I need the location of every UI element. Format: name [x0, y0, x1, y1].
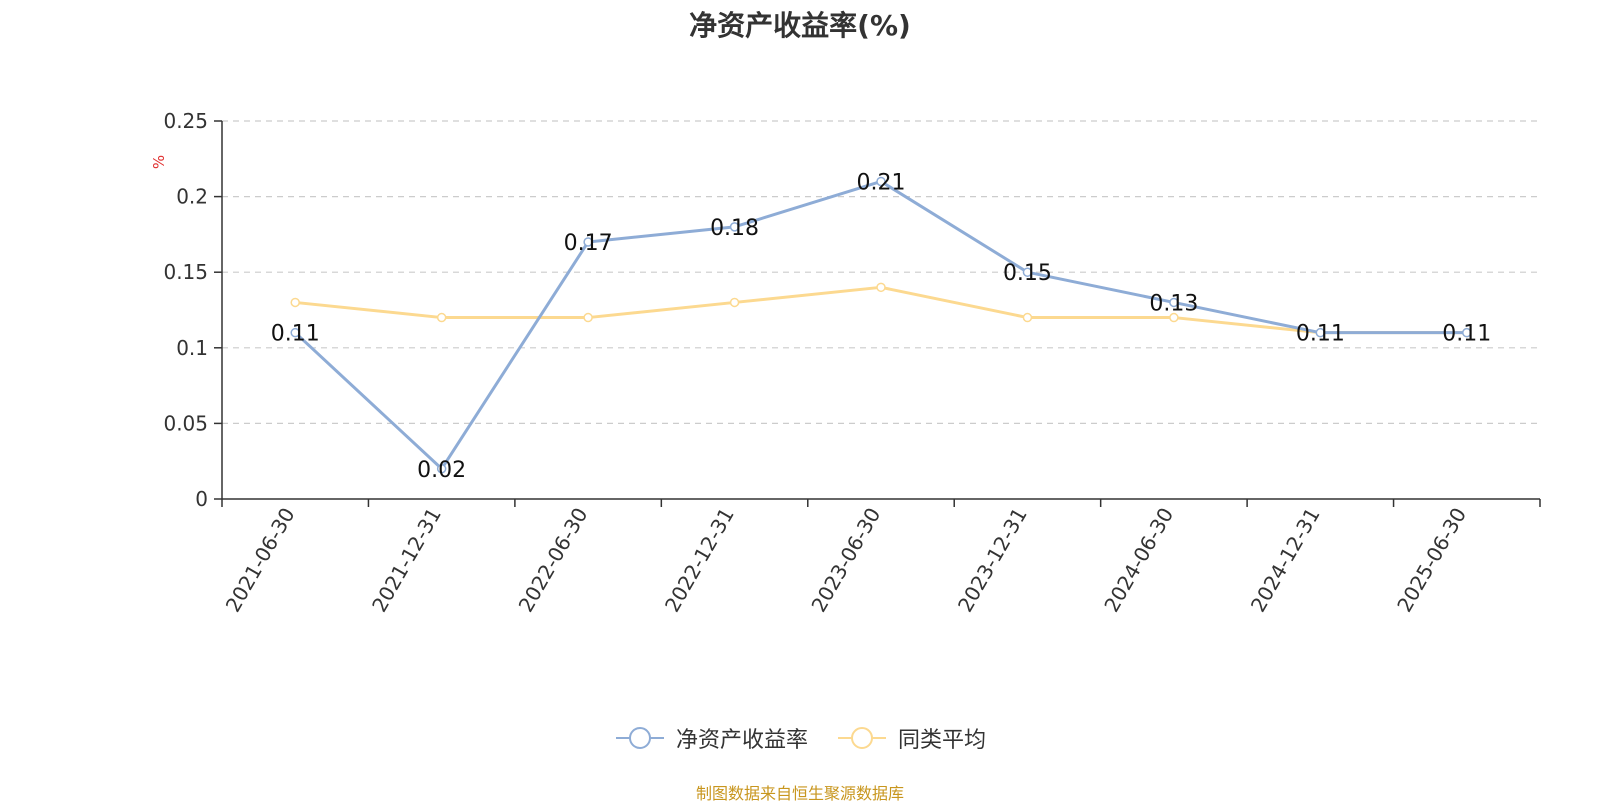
y-tick-label: 0.05	[163, 411, 208, 435]
series-1-point	[1169, 297, 1179, 308]
x-tick-label: 2022-06-30	[514, 504, 593, 617]
series-1-point	[436, 464, 447, 474]
legend-item-series-1[interactable]: 净资产收益率	[614, 722, 808, 754]
legend-marker-series-2	[838, 727, 886, 749]
series-line-1	[293, 179, 1469, 471]
series-2-point	[1169, 312, 1179, 323]
legend-item-series-2[interactable]: 同类平均	[836, 722, 986, 754]
axes: 0 0.05 0.1 0.15 0.2 0.25 2021-06-30 2021-12-31 2…	[163, 109, 1541, 617]
series-1-point	[876, 176, 886, 187]
source-note: 制图数据来自恒生聚源数据库	[695, 784, 904, 803]
data-labels: 0.11 0.02 0.17 0.18 0.21 0.15 0.13 0.11 0.11	[271, 170, 1492, 482]
y-axis-unit-label: %	[150, 155, 168, 169]
legend-marker-series-1	[615, 727, 664, 749]
x-tick-label: 2024-12-31	[1246, 504, 1325, 617]
series-1-point	[729, 222, 740, 232]
series-1-point	[583, 237, 593, 247]
y-tick-label: 0.2	[176, 185, 208, 209]
series-lines	[290, 176, 1472, 474]
x-tick-label: 2025-06-30	[1392, 504, 1471, 617]
data-label: 0.11	[1442, 322, 1491, 347]
x-tick-label: 2022-12-31	[660, 504, 739, 617]
series-2-point	[876, 282, 886, 293]
series-1-point	[1022, 267, 1033, 277]
x-tick-label: 2023-06-30	[806, 504, 885, 617]
data-label: 0.17	[564, 231, 613, 256]
legend: 净资产收益率 同类平均	[0, 722, 1600, 754]
legend-label-series-1: 净资产收益率	[675, 728, 808, 753]
x-tick-label: 2023-12-31	[953, 504, 1032, 617]
data-label: 0.11	[1296, 322, 1345, 347]
series-2-point	[290, 297, 300, 308]
data-label: 0.18	[710, 216, 759, 241]
series-2-point	[1022, 312, 1033, 323]
series-2-point	[436, 312, 447, 323]
data-label: 0.11	[271, 322, 320, 347]
y-tick-label: 0.25	[163, 109, 208, 133]
data-label: 0.13	[1149, 291, 1198, 316]
data-label: 0.21	[857, 170, 906, 195]
data-label: 0.15	[1003, 261, 1052, 286]
y-tick-label: 0.1	[176, 336, 208, 360]
chart-title: 净资产收益率(%)	[689, 9, 911, 42]
x-tick-label: 2024-06-30	[1099, 504, 1178, 617]
grid-lines	[222, 120, 1540, 424]
y-tick-label: 0.15	[163, 260, 208, 284]
series-2-point	[583, 312, 593, 323]
series-1-point	[1315, 327, 1326, 338]
series-1-point	[290, 327, 300, 338]
x-tick-label: 2021-06-30	[221, 504, 300, 617]
y-tick-label: 0	[195, 487, 208, 511]
series-2-point	[729, 297, 740, 308]
x-tick-label: 2021-12-31	[367, 503, 446, 616]
series-1-point	[1462, 327, 1472, 338]
data-label: 0.02	[417, 458, 466, 483]
legend-label-series-2: 同类平均	[898, 728, 987, 753]
